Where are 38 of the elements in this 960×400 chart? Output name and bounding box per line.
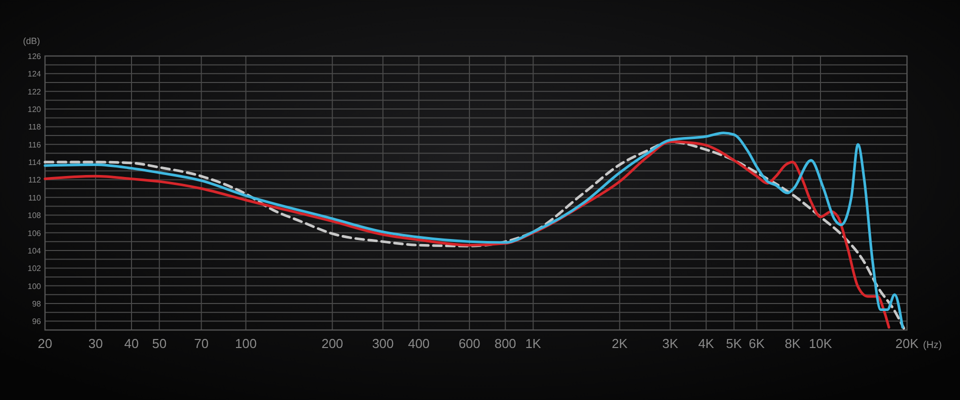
y-tick-label: 126 [28,52,42,61]
x-tick-label: 70 [194,336,209,351]
y-tick-label: 124 [28,70,42,79]
y-tick-label: 114 [28,158,42,168]
y-tick-label: 102 [28,264,42,274]
y-tick-label: 118 [28,122,42,132]
y-tick-label: 120 [28,105,42,114]
y-tick-label: 98 [32,299,42,308]
x-tick-label: 3K [662,336,679,351]
x-axis-title: (Hz) [923,340,942,351]
x-tick-label: 100 [234,336,257,351]
x-tick-label: 1K [525,336,542,351]
y-tick-label: 112 [28,176,42,185]
x-tick-label: 50 [152,336,167,351]
x-tick-label: 20 [38,336,52,351]
x-tick-label: 8K [784,336,801,351]
x-tick-label: 5K [726,336,742,351]
y-tick-label: 104 [28,246,42,256]
x-tick-label: 4K [698,336,714,351]
y-tick-label: 122 [28,87,42,96]
x-tick-label: 6K [748,336,766,351]
y-tick-label: 96 [32,317,42,326]
x-tick-label: 10K [808,336,832,351]
x-tick-label: 2K [612,336,628,351]
y-tick-label: 116 [28,140,42,150]
y-tick-label: 110 [28,193,42,202]
x-tick-label: 400 [408,336,430,351]
x-tick-label: 800 [494,336,516,351]
x-tick-label: 30 [88,336,103,351]
x-tick-label: 40 [124,336,139,351]
x-tick-label: 20K [895,336,919,351]
y-axis-title: (dB) [23,36,40,46]
y-tick-label: 100 [28,282,42,291]
x-tick-label: 200 [321,336,344,351]
y-tick-label: 106 [28,228,42,238]
x-tick-label: 300 [372,336,394,351]
y-tick-label: 108 [28,211,42,220]
x-tick-label: 600 [458,336,480,351]
